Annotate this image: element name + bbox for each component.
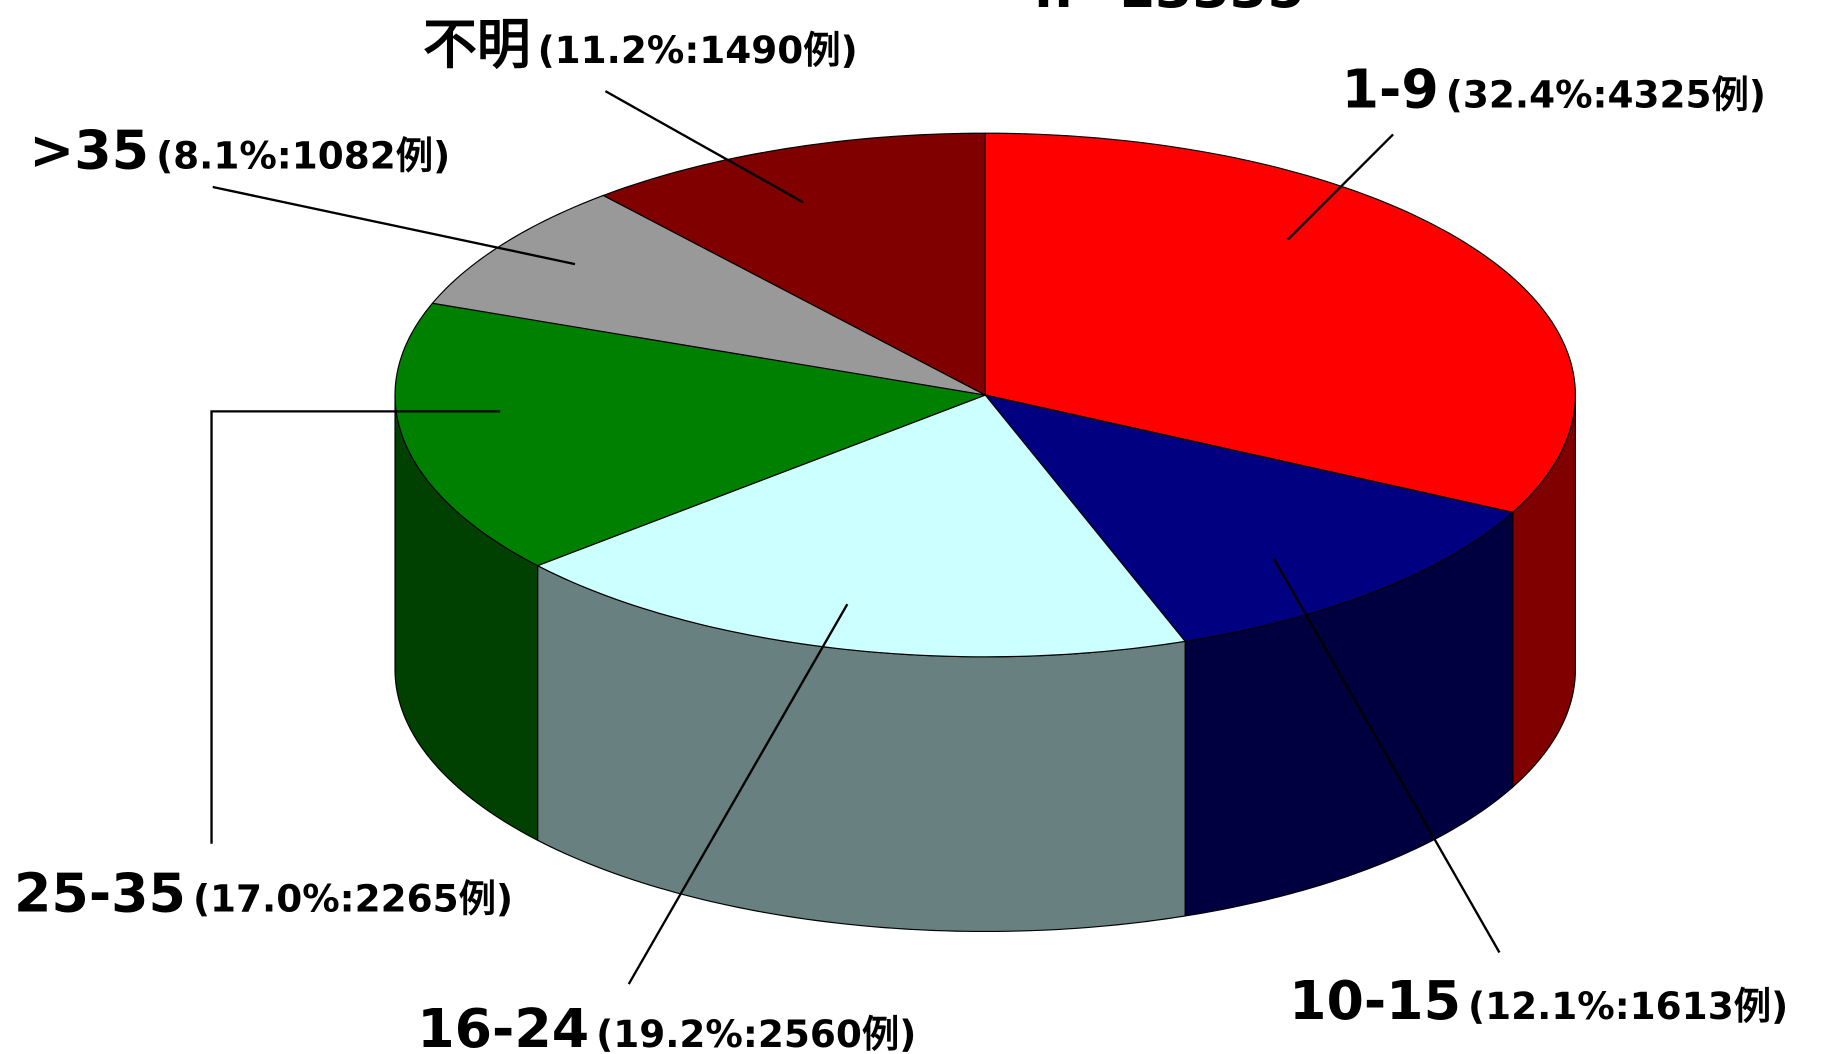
value-label: (11.2%:1490例) bbox=[538, 28, 858, 72]
slice-label: 不明 (11.2%:1490例) bbox=[423, 13, 858, 76]
slice-label: >35 (8.1%:1082例) bbox=[29, 118, 450, 181]
chart-title: n=13335 bbox=[1034, 0, 1304, 20]
category-name: 1-9 bbox=[1342, 58, 1439, 121]
slice-label: 25-35 (17.0%:2265例) bbox=[14, 862, 513, 925]
plot: n=13335 1-9(32.4%:4325例) 10-15(12.1%:1613… bbox=[14, 0, 1788, 1054]
pie-slice bbox=[601, 132, 986, 396]
value-label: (17.0%:2265例) bbox=[193, 877, 513, 921]
value-label: (19.2%:2560例) bbox=[596, 1012, 916, 1054]
leader-line bbox=[212, 185, 576, 266]
leader-line bbox=[1287, 133, 1394, 241]
category-name: 25-35 bbox=[14, 862, 186, 925]
leader-line bbox=[210, 410, 501, 844]
value-label: (8.1%:1082例) bbox=[156, 133, 450, 177]
slice-label: 1-9 (32.4%:4325例) bbox=[1342, 58, 1766, 121]
pie-slice bbox=[394, 302, 988, 567]
category-name: 不明 bbox=[423, 13, 531, 76]
leader-line bbox=[627, 603, 849, 985]
value-label: (12.1%:1613例) bbox=[1468, 984, 1788, 1028]
pie-slice bbox=[536, 394, 1187, 658]
leader-line bbox=[1272, 558, 1501, 954]
value-label: (32.4%:4325例) bbox=[1446, 73, 1766, 117]
pie-slice bbox=[984, 132, 1576, 514]
category-name: 10-15 bbox=[1289, 969, 1461, 1032]
pie-slice bbox=[431, 194, 986, 396]
pie-slice bbox=[983, 394, 1515, 642]
leader-line bbox=[604, 90, 804, 204]
slice-label: 10-15 (12.1%:1613例) bbox=[1289, 969, 1788, 1032]
category-name: 16-24 bbox=[417, 997, 589, 1054]
slice-label: 16-24 (19.2%:2560例) bbox=[417, 997, 916, 1054]
category-name: >35 bbox=[29, 118, 149, 181]
